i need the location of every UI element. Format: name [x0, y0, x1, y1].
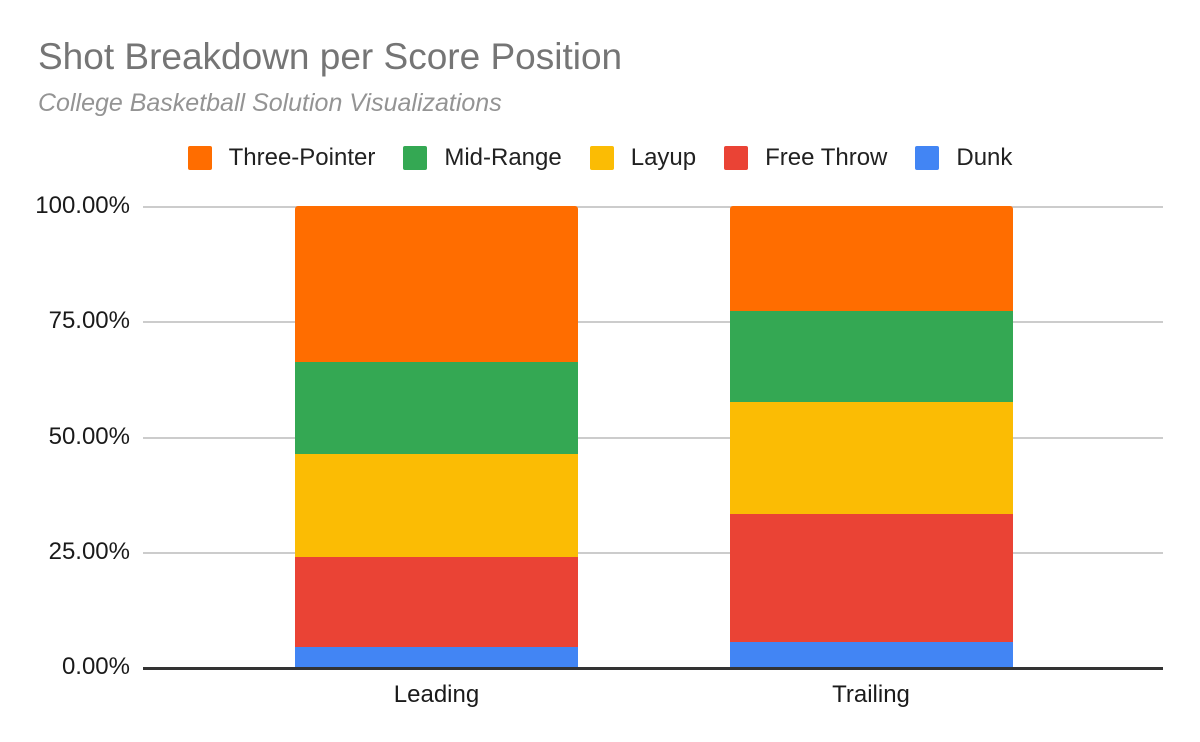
x-axis-label-trailing: Trailing	[832, 681, 910, 708]
bar-leading	[295, 206, 578, 667]
gridline-100	[143, 206, 1163, 208]
legend-item-layup[interactable]: Layup	[589, 144, 697, 172]
chart-title: Shot Breakdown per Score Position	[38, 36, 623, 77]
legend-item-mid-range[interactable]: Mid-Range	[403, 144, 562, 172]
legend-swatch-dunk-icon	[915, 146, 940, 170]
x-axis-line	[143, 667, 1163, 670]
chart-subtitle: College Basketball Solution Visualizatio…	[38, 89, 502, 117]
legend-swatch-layup-icon	[589, 146, 614, 170]
bar-segment-leading-free-throw[interactable]	[295, 556, 578, 648]
bar-segment-trailing-free-throw[interactable]	[730, 513, 1013, 643]
bar-segment-leading-mid-range[interactable]	[295, 361, 578, 455]
legend-label: Layup	[630, 144, 697, 171]
bar-segment-leading-dunk[interactable]	[295, 647, 578, 667]
y-tick-label-100: 100.00%	[35, 192, 130, 219]
legend: Three-Pointer Mid-Range Layup Free Throw Dun…	[0, 144, 1200, 172]
bar-segment-leading-three-pointer[interactable]	[295, 206, 578, 362]
bar-segment-trailing-layup[interactable]	[730, 401, 1013, 514]
legend-label: Three-Pointer	[228, 144, 376, 171]
gridline-50	[143, 436, 1163, 439]
bar-segment-trailing-dunk[interactable]	[730, 642, 1013, 667]
bar-segment-trailing-mid-range[interactable]	[730, 311, 1013, 402]
legend-swatch-free-throw-icon	[724, 146, 749, 170]
y-axis: 0.00% 25.00% 50.00% 75.00% 100.00%	[0, 194, 130, 679]
bar-segment-leading-layup[interactable]	[295, 454, 578, 557]
y-tick-label-0: 0.00%	[61, 653, 130, 680]
bar-segment-trailing-three-pointer[interactable]	[730, 206, 1013, 312]
legend-item-free-throw[interactable]: Free Throw	[724, 144, 887, 172]
legend-label: Dunk	[956, 144, 1013, 171]
legend-swatch-mid-range-icon	[403, 146, 428, 170]
legend-label: Free Throw	[765, 144, 888, 171]
y-tick-label-50: 50.00%	[48, 422, 130, 450]
legend-label: Mid-Range	[444, 144, 562, 171]
legend-swatch-three-pointer-icon	[187, 146, 212, 170]
legend-item-dunk[interactable]: Dunk	[915, 144, 1012, 172]
bar-trailing	[730, 206, 1013, 667]
x-axis-label-leading: Leading	[393, 681, 480, 708]
y-tick-label-25: 25.00%	[48, 537, 130, 565]
plot-area	[143, 206, 1163, 670]
legend-item-three-pointer[interactable]: Three-Pointer	[187, 144, 376, 172]
gridline-25	[143, 551, 1163, 554]
gridline-75	[143, 321, 1163, 324]
y-tick-label-75: 75.00%	[48, 307, 130, 335]
